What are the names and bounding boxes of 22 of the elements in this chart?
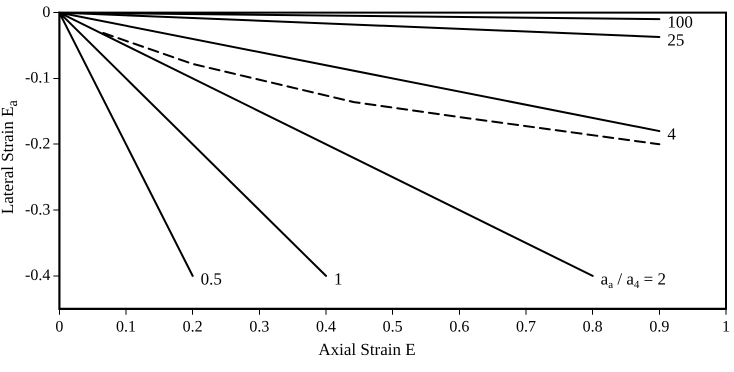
x-tick-label: 1	[722, 318, 730, 336]
y-tick-label: -0.4	[25, 267, 50, 284]
x-tick-label: 0.8	[582, 318, 603, 336]
x-tick-label: 0.1	[116, 318, 136, 336]
x-tick-label: 0.3	[249, 318, 270, 336]
x-axis-title: Axial Strain E	[317, 340, 417, 360]
x-tick-label: 0.6	[449, 318, 470, 336]
x-tick-label: 0.5	[382, 318, 403, 336]
x-tick-label: 0.9	[649, 318, 670, 336]
x-tick-label: 0.2	[182, 318, 203, 336]
series-label: 100	[667, 12, 693, 32]
y-tick-label: -0.1	[25, 70, 50, 87]
series-label: 1	[334, 269, 342, 288]
y-tick-label: -0.3	[25, 201, 50, 218]
x-tick-label: 0.4	[316, 318, 336, 336]
y-tick-label: 0	[42, 4, 50, 21]
series-label: 4	[667, 124, 676, 144]
series-label: 25	[667, 30, 684, 50]
y-tick-label: -0.2	[25, 135, 50, 152]
x-tick-label: 0	[55, 318, 64, 336]
series-label: 0.5	[200, 269, 222, 288]
x-tick-label: 0.7	[516, 318, 536, 336]
